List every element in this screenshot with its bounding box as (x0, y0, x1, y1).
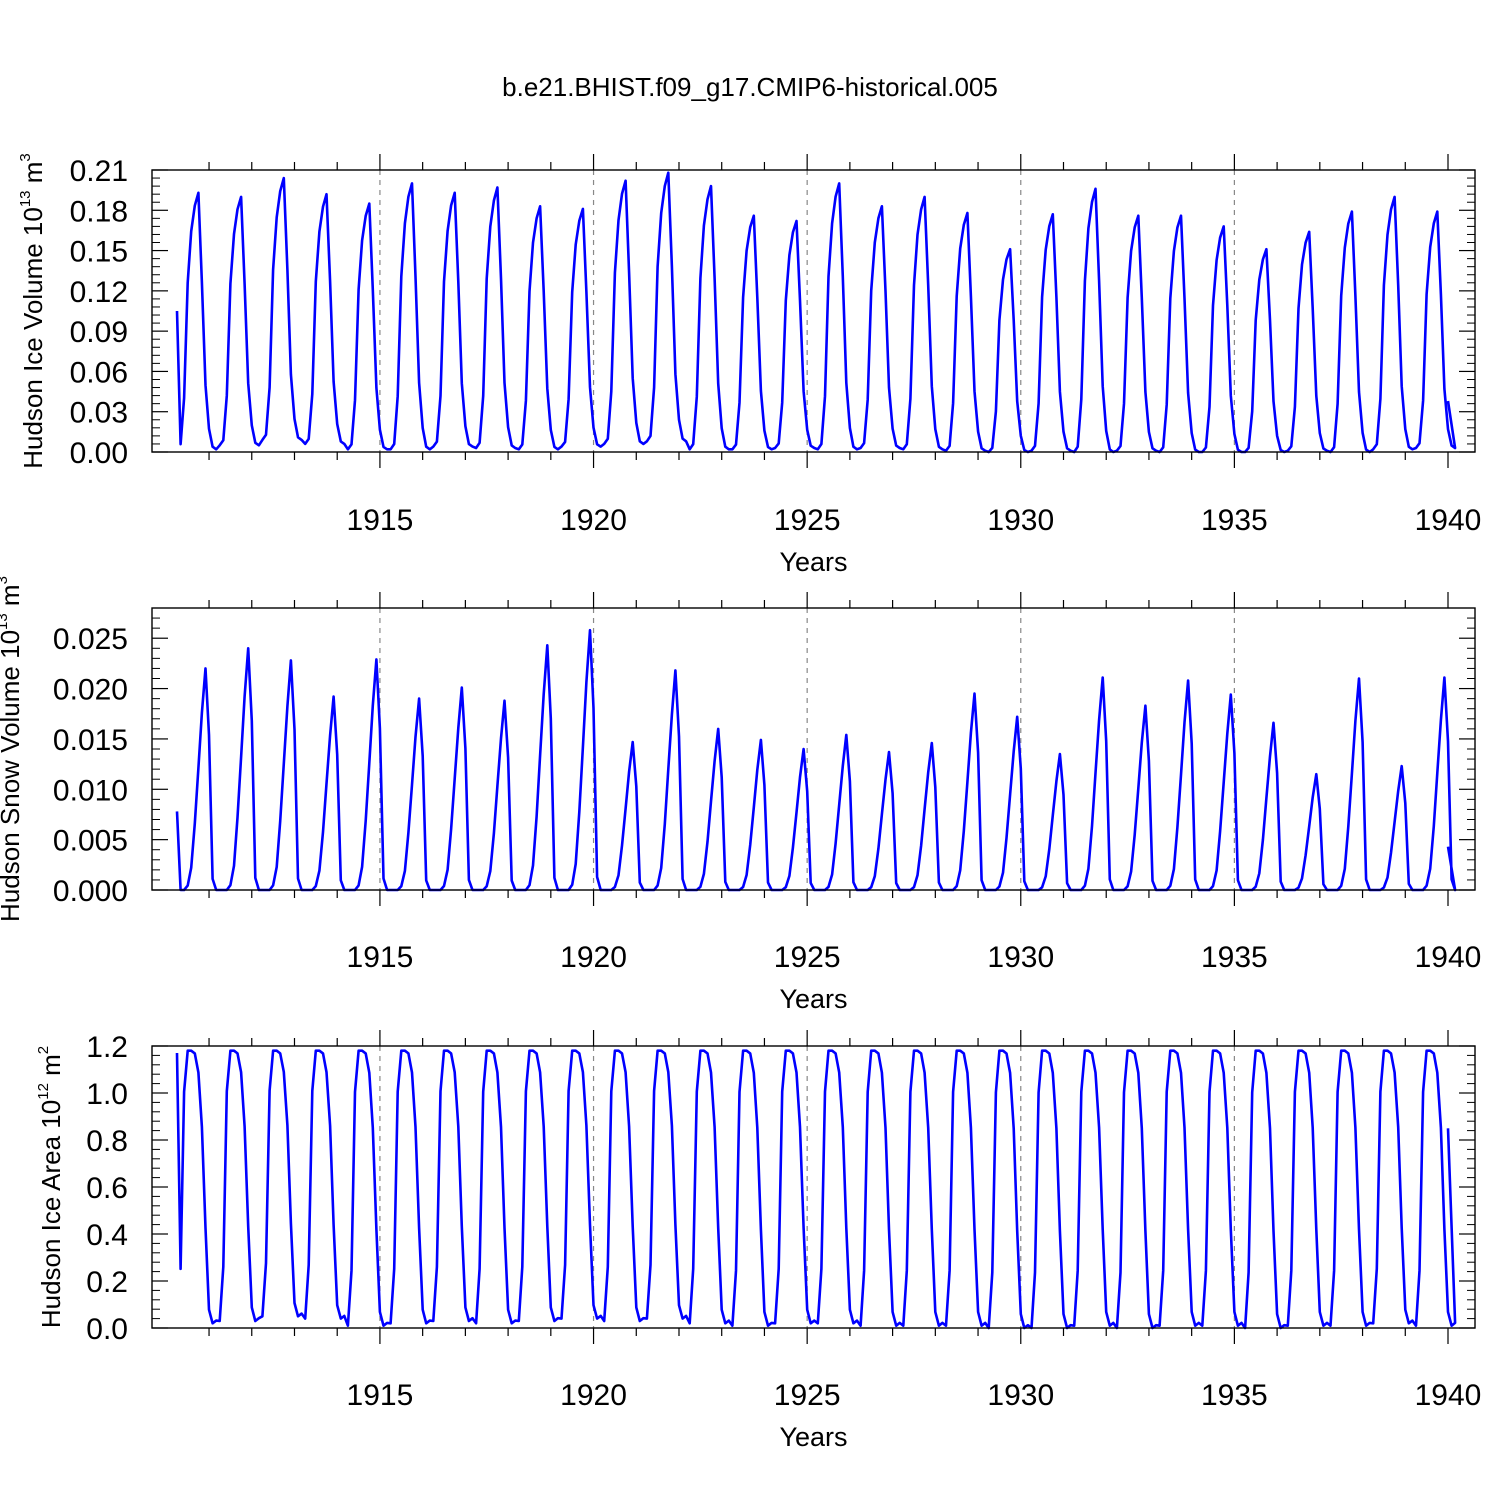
x-tick-label: 1920 (560, 941, 627, 974)
y-tick-label: 0.21 (70, 155, 128, 188)
x-tick-label: 1935 (1201, 504, 1268, 537)
x-tick-label: 1940 (1415, 941, 1482, 974)
y-axis-label-main: Hudson Ice Volume 10 (18, 207, 48, 469)
y-axis-label-exponent: 12 (35, 1083, 52, 1100)
y-axis-label-unit-exponent: 3 (17, 153, 34, 161)
ice-volume-panel: 0.00 0.03 0.06 0.09 0.12 0.15 0.18 0.21 1915 1920… (17, 153, 1481, 577)
plot-frame (151, 607, 1476, 891)
y-tick-label: 0.005 (53, 825, 128, 858)
x-tick-label: 1915 (347, 504, 414, 537)
y-tick-label: 0.000 (53, 875, 128, 908)
x-tick-label: 1940 (1415, 1379, 1482, 1412)
y-tick-label: 0.12 (70, 276, 128, 309)
y-tick-label: 0.00 (70, 437, 128, 470)
figure-title: b.e21.BHIST.f09_g17.CMIP6-historical.005 (502, 72, 998, 102)
y-tick-label: 0.4 (86, 1219, 128, 1252)
x-tick-label: 1930 (987, 941, 1054, 974)
y-axis-label-unit: m (18, 162, 48, 191)
y-tick-label: 0.03 (70, 397, 128, 430)
y-axis-label-unit-exponent: 2 (35, 1046, 52, 1054)
y-axis-label-exponent: 13 (0, 613, 11, 630)
x-tick-label: 1925 (774, 504, 841, 537)
y-axis-label: Hudson Ice Area 1012 m2 (35, 1046, 66, 1328)
x-tick-label: 1920 (560, 1379, 627, 1412)
x-tick-label: 1930 (987, 1379, 1054, 1412)
x-tick-label: 1935 (1201, 1379, 1268, 1412)
y-tick-label: 0.18 (70, 195, 128, 228)
x-tick-label: 1925 (774, 941, 841, 974)
series-line (175, 628, 1457, 892)
y-tick-label: 0.015 (53, 724, 128, 757)
y-tick-label: 1.2 (86, 1031, 128, 1064)
x-axis-label: Years (779, 547, 847, 577)
snow-volume-panel: 0.000 0.005 0.010 0.015 0.020 0.025 1915 1920 19… (0, 576, 1481, 1014)
y-tick-label: 0.020 (53, 674, 128, 707)
y-tick-label: 0.8 (86, 1125, 128, 1158)
x-tick-label: 1940 (1415, 504, 1482, 537)
series-line (175, 1049, 1457, 1330)
x-tick-label: 1935 (1201, 941, 1268, 974)
y-tick-label: 0.09 (70, 316, 128, 349)
series-line (175, 171, 1457, 454)
x-axis-label: Years (779, 1422, 847, 1452)
x-axis-label: Years (779, 984, 847, 1014)
y-tick-label: 0.2 (86, 1266, 128, 1299)
y-tick-label: 0.06 (70, 356, 128, 389)
x-tick-label: 1930 (987, 504, 1054, 537)
y-axis-label: Hudson Snow Volume 1013 m3 (0, 576, 25, 922)
x-tick-label: 1925 (774, 1379, 841, 1412)
y-tick-label: 0.025 (53, 623, 128, 656)
y-axis-label-exponent: 13 (17, 190, 34, 207)
plot-frame (151, 1045, 1476, 1329)
plot-frame (151, 169, 1476, 453)
y-axis-label-unit: m (36, 1054, 66, 1083)
y-tick-label: 0.0 (86, 1313, 128, 1346)
y-axis-label: Hudson Ice Volume 1013 m3 (17, 153, 48, 469)
x-tick-label: 1920 (560, 504, 627, 537)
x-tick-label: 1915 (347, 941, 414, 974)
y-axis-label-unit-exponent: 3 (0, 576, 11, 584)
y-tick-label: 0.6 (86, 1172, 128, 1205)
y-axis-label-unit: m (0, 584, 25, 613)
y-tick-label: 0.15 (70, 236, 128, 269)
y-tick-label: 1.0 (86, 1078, 128, 1111)
y-axis-label-main: Hudson Ice Area 10 (36, 1100, 66, 1328)
ice-area-panel: 0.0 0.2 0.4 0.6 0.8 1.0 1.2 1915 1920 1925 1930 193… (35, 1030, 1481, 1452)
y-axis-label-main: Hudson Snow Volume 10 (0, 630, 25, 922)
x-tick-label: 1915 (347, 1379, 414, 1412)
y-tick-label: 0.010 (53, 774, 128, 807)
